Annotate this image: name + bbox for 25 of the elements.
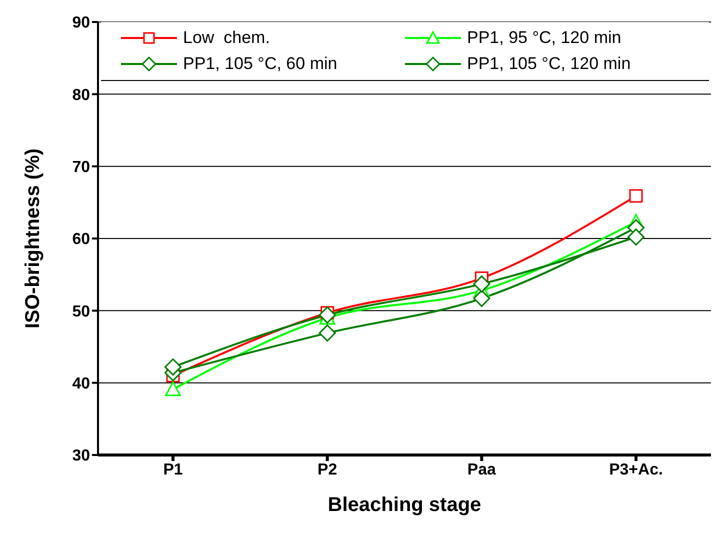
- point: [165, 381, 181, 396]
- y-tick-label: 40: [72, 376, 90, 393]
- x-tick-label: P3+Ac.: [609, 461, 663, 478]
- y-tick-label: 30: [72, 448, 90, 465]
- y-axis-title: ISO-brightness (%): [22, 148, 44, 329]
- legend-label: PP1, 105 °C, 120 min: [467, 54, 631, 74]
- legend-label: PP1, 95 °C, 120 min: [467, 28, 622, 48]
- x-axis-title: Bleaching stage: [328, 494, 482, 516]
- x-tick-label: P1: [163, 461, 183, 478]
- point: [629, 189, 643, 203]
- point: [318, 306, 336, 324]
- y-tick-label: 50: [72, 303, 90, 320]
- x-tick-label: Paa: [467, 461, 496, 478]
- point: [473, 275, 490, 293]
- x-tick-label: P2: [318, 461, 338, 478]
- point: [473, 290, 490, 307]
- point: [627, 228, 645, 246]
- y-tick-label: 60: [72, 231, 90, 248]
- point: [318, 324, 336, 342]
- legend-label: Low chem.: [183, 28, 270, 48]
- point: [164, 358, 182, 376]
- y-tick-label: 80: [72, 86, 90, 104]
- y-tick-label: 90: [72, 14, 90, 32]
- y-tick-label: 70: [72, 159, 90, 176]
- legend-label: PP1, 105 °C, 60 min: [183, 54, 338, 74]
